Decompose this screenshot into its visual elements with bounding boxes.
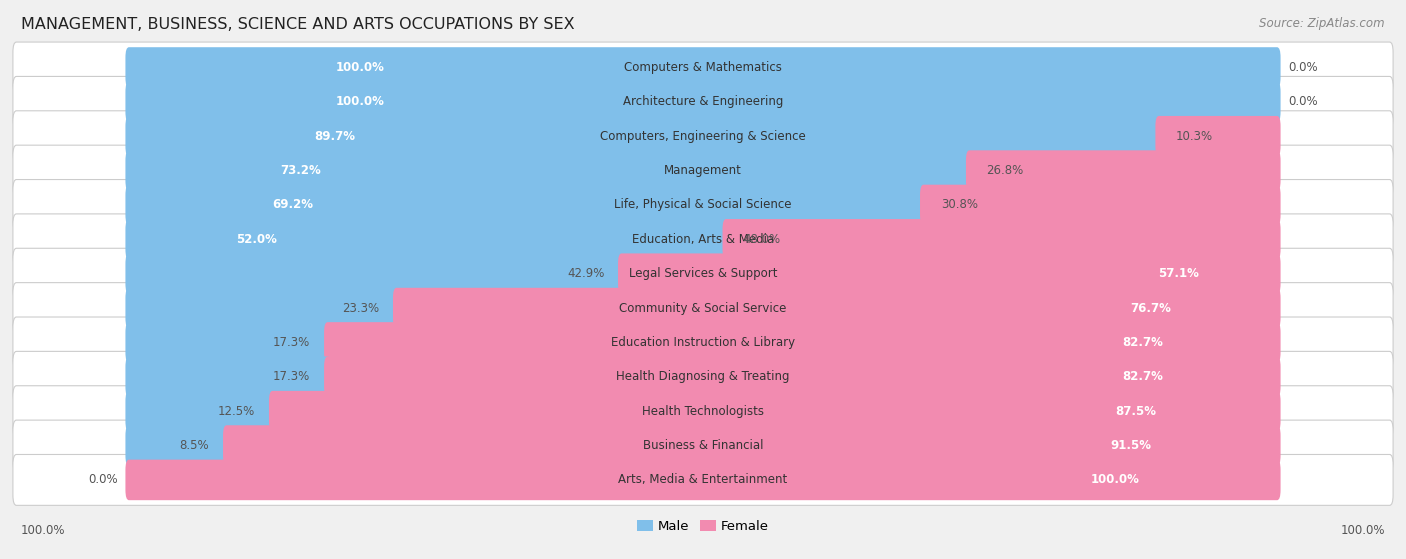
- FancyBboxPatch shape: [125, 116, 1163, 157]
- FancyBboxPatch shape: [394, 288, 1281, 328]
- FancyBboxPatch shape: [13, 214, 1393, 265]
- FancyBboxPatch shape: [125, 391, 276, 432]
- FancyBboxPatch shape: [13, 317, 1393, 368]
- Text: Source: ZipAtlas.com: Source: ZipAtlas.com: [1260, 17, 1385, 30]
- FancyBboxPatch shape: [125, 288, 399, 328]
- Text: 89.7%: 89.7%: [315, 130, 356, 143]
- FancyBboxPatch shape: [125, 322, 330, 363]
- Text: Architecture & Engineering: Architecture & Engineering: [623, 96, 783, 108]
- Text: Legal Services & Support: Legal Services & Support: [628, 267, 778, 280]
- Text: 0.0%: 0.0%: [1289, 96, 1319, 108]
- Text: 57.1%: 57.1%: [1157, 267, 1198, 280]
- FancyBboxPatch shape: [125, 47, 1281, 88]
- FancyBboxPatch shape: [13, 145, 1393, 196]
- FancyBboxPatch shape: [966, 150, 1281, 191]
- Legend: Male, Female: Male, Female: [637, 520, 769, 533]
- Text: 100.0%: 100.0%: [1091, 473, 1139, 486]
- FancyBboxPatch shape: [13, 352, 1393, 402]
- Text: 100.0%: 100.0%: [336, 96, 384, 108]
- Text: Health Technologists: Health Technologists: [643, 405, 763, 418]
- FancyBboxPatch shape: [269, 391, 1281, 432]
- Text: 100.0%: 100.0%: [21, 524, 66, 537]
- Text: 69.2%: 69.2%: [271, 198, 314, 211]
- FancyBboxPatch shape: [125, 150, 973, 191]
- Text: Arts, Media & Entertainment: Arts, Media & Entertainment: [619, 473, 787, 486]
- Text: 42.9%: 42.9%: [567, 267, 605, 280]
- FancyBboxPatch shape: [13, 111, 1393, 162]
- Text: 8.5%: 8.5%: [180, 439, 209, 452]
- FancyBboxPatch shape: [13, 454, 1393, 505]
- FancyBboxPatch shape: [13, 248, 1393, 299]
- FancyBboxPatch shape: [224, 425, 1281, 466]
- FancyBboxPatch shape: [13, 420, 1393, 471]
- FancyBboxPatch shape: [13, 42, 1393, 93]
- FancyBboxPatch shape: [125, 253, 624, 294]
- FancyBboxPatch shape: [13, 386, 1393, 437]
- Text: Computers, Engineering & Science: Computers, Engineering & Science: [600, 130, 806, 143]
- Text: 76.7%: 76.7%: [1130, 301, 1171, 315]
- Text: Education Instruction & Library: Education Instruction & Library: [612, 336, 794, 349]
- FancyBboxPatch shape: [325, 357, 1281, 397]
- Text: 26.8%: 26.8%: [987, 164, 1024, 177]
- FancyBboxPatch shape: [1156, 116, 1281, 157]
- Text: 100.0%: 100.0%: [1340, 524, 1385, 537]
- Text: 17.3%: 17.3%: [273, 336, 311, 349]
- Text: Community & Social Service: Community & Social Service: [619, 301, 787, 315]
- FancyBboxPatch shape: [125, 219, 730, 259]
- Text: 100.0%: 100.0%: [336, 61, 384, 74]
- Text: 10.3%: 10.3%: [1175, 130, 1213, 143]
- Text: 17.3%: 17.3%: [273, 370, 311, 383]
- Text: 48.0%: 48.0%: [744, 233, 780, 246]
- FancyBboxPatch shape: [125, 357, 330, 397]
- Text: Health Diagnosing & Treating: Health Diagnosing & Treating: [616, 370, 790, 383]
- Text: Life, Physical & Social Science: Life, Physical & Social Science: [614, 198, 792, 211]
- FancyBboxPatch shape: [125, 425, 231, 466]
- Text: 0.0%: 0.0%: [1289, 61, 1319, 74]
- Text: Business & Financial: Business & Financial: [643, 439, 763, 452]
- Text: Computers & Mathematics: Computers & Mathematics: [624, 61, 782, 74]
- FancyBboxPatch shape: [13, 179, 1393, 230]
- FancyBboxPatch shape: [325, 322, 1281, 363]
- FancyBboxPatch shape: [920, 184, 1281, 225]
- FancyBboxPatch shape: [125, 82, 1281, 122]
- FancyBboxPatch shape: [125, 184, 927, 225]
- Text: 91.5%: 91.5%: [1111, 439, 1152, 452]
- Text: 52.0%: 52.0%: [236, 233, 277, 246]
- Text: Management: Management: [664, 164, 742, 177]
- Text: 30.8%: 30.8%: [941, 198, 977, 211]
- FancyBboxPatch shape: [13, 77, 1393, 127]
- FancyBboxPatch shape: [13, 283, 1393, 334]
- Text: 87.5%: 87.5%: [1115, 405, 1157, 418]
- FancyBboxPatch shape: [619, 253, 1281, 294]
- Text: 82.7%: 82.7%: [1122, 370, 1163, 383]
- Text: Education, Arts & Media: Education, Arts & Media: [631, 233, 775, 246]
- FancyBboxPatch shape: [125, 459, 1281, 500]
- Text: 82.7%: 82.7%: [1122, 336, 1163, 349]
- Text: MANAGEMENT, BUSINESS, SCIENCE AND ARTS OCCUPATIONS BY SEX: MANAGEMENT, BUSINESS, SCIENCE AND ARTS O…: [21, 17, 575, 32]
- Text: 23.3%: 23.3%: [342, 301, 380, 315]
- FancyBboxPatch shape: [723, 219, 1281, 259]
- Text: 73.2%: 73.2%: [280, 164, 321, 177]
- Text: 12.5%: 12.5%: [218, 405, 256, 418]
- Text: 0.0%: 0.0%: [87, 473, 118, 486]
